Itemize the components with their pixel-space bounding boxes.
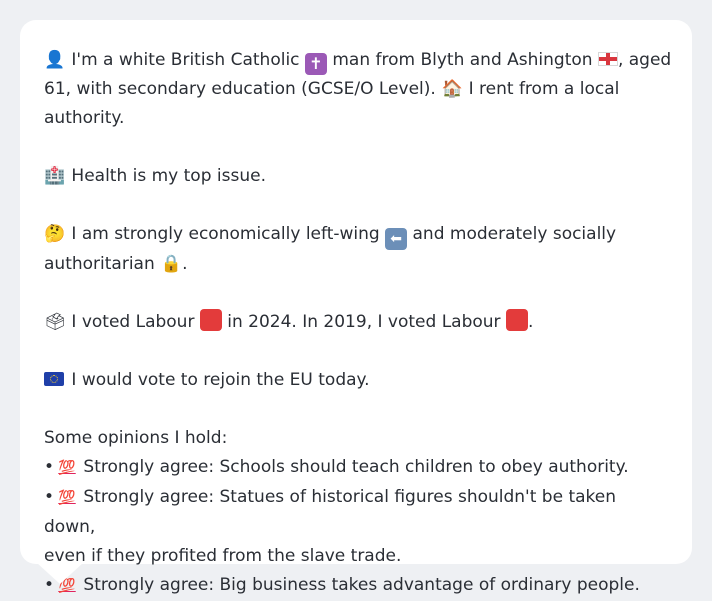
intro-text-3: , aged — [617, 50, 672, 70]
opinion-item: • 💯 Strongly agree: Big business takes ad… — [44, 571, 672, 601]
vote-text-2: in 2024. In 2019, I voted Labour — [227, 312, 501, 332]
vote-paragraph: 🗳 I voted Labour in 2024. In 2019, I vot… — [44, 308, 672, 337]
opinion-text: Strongly agree: Statues of historical fi… — [44, 487, 617, 537]
person-icon: 👤 — [44, 50, 66, 70]
persona-card: 👤 I'm a white British Catholic ✝ man fro… — [20, 20, 692, 595]
hospital-icon: 🏥 — [44, 166, 66, 186]
opinion-text: Strongly agree: Big business takes advan… — [83, 575, 640, 595]
hundred-points-icon: 💯 — [58, 490, 76, 506]
labour-red-square-icon — [505, 309, 528, 331]
vote-text-3: . — [527, 312, 534, 332]
house-icon: 🏠 — [441, 79, 463, 99]
bullet: • — [44, 487, 55, 507]
intro-text-5: I rent from a local authority. — [44, 79, 620, 128]
ideology-text-3: authoritarian — [44, 254, 155, 274]
ideology-text-2: and moderately socially — [412, 224, 617, 244]
intro-text-4: 61, with secondary education (GCSE/O Lev… — [44, 79, 436, 99]
hundred-points-icon: 💯 — [58, 460, 76, 476]
health-paragraph: 🏥 Health is my top issue. — [44, 162, 672, 191]
bullet: • — [44, 457, 55, 477]
latin-cross-icon: ✝ — [304, 53, 327, 75]
thinking-face-icon: 🤔 — [44, 224, 66, 244]
eu-paragraph: I would vote to rejoin the EU today. — [44, 366, 672, 395]
england-flag-icon — [597, 52, 618, 66]
opinion-text-continued: even if they profited from the slave tra… — [44, 546, 402, 566]
opinion-item: • 💯 Strongly agree: Statues of historical… — [44, 483, 672, 542]
ballot-box-icon: 🗳 — [44, 312, 66, 332]
labour-red-square-icon — [199, 309, 222, 331]
intro-paragraph: 👤 I'm a white British Catholic ✝ man fro… — [44, 46, 672, 133]
eu-text: I would vote to rejoin the EU today. — [71, 370, 370, 390]
eu-flag-icon — [44, 372, 64, 386]
ideology-paragraph: 🤔 I am strongly economically left-wing ⬅… — [44, 220, 672, 279]
left-arrow-icon: ⬅ — [385, 228, 408, 250]
intro-text-2: man from Blyth and Ashington — [332, 50, 593, 70]
opinion-text: Strongly agree: Schools should teach chi… — [83, 457, 629, 477]
speech-bubble-tail — [37, 563, 83, 584]
ideology-text-4: . — [182, 254, 188, 274]
opinion-item: • 💯 Strongly agree: Schools should teach … — [44, 453, 672, 483]
intro-text-1: I'm a white British Catholic — [71, 50, 300, 70]
opinions-heading: Some opinions I hold: — [44, 428, 228, 448]
health-text: Health is my top issue. — [71, 166, 266, 186]
vote-text-1: I voted Labour — [71, 312, 195, 332]
ideology-text-1: I am strongly economically left-wing — [71, 224, 380, 244]
lock-icon: 🔒 — [160, 254, 182, 274]
opinions-section: Some opinions I hold: • 💯 Strongly agree:… — [44, 424, 672, 601]
